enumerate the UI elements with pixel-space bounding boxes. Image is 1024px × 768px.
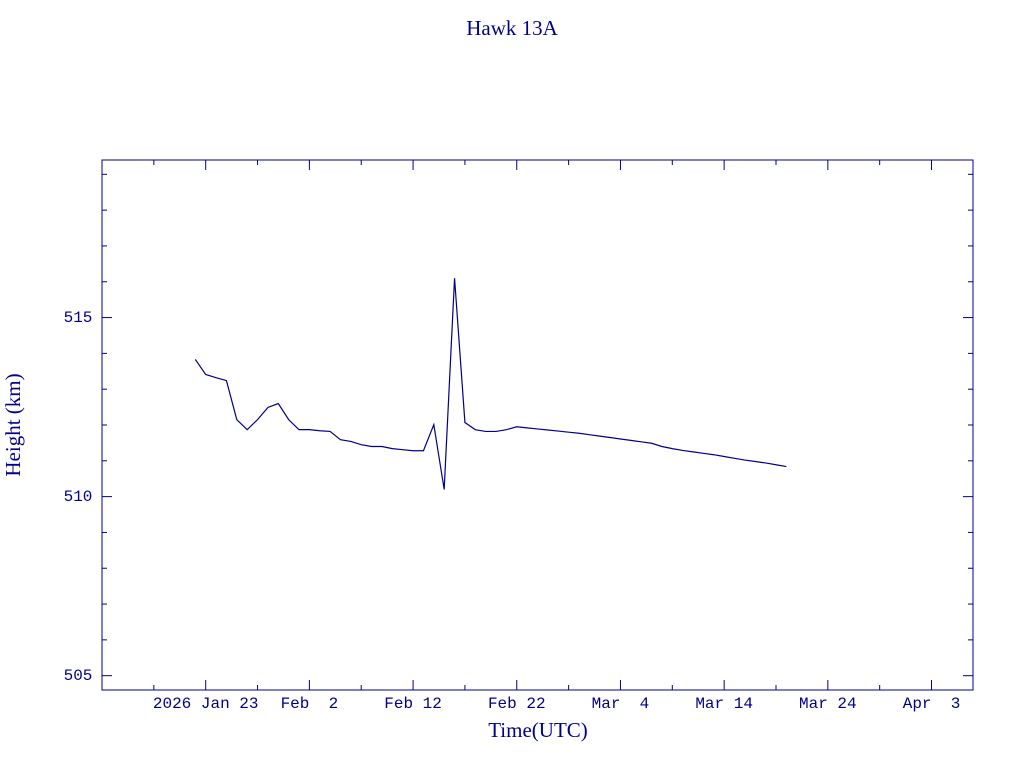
- x-tick-label: 2026 Jan 23: [153, 695, 259, 713]
- y-tick-label: 510: [64, 488, 93, 506]
- data-line: [194, 278, 787, 490]
- y-axis-label: Height (km): [1, 373, 25, 476]
- y-tick-label: 515: [64, 309, 93, 327]
- x-axis-label: Time(UTC): [488, 718, 588, 742]
- x-tick-label: Apr 3: [903, 695, 961, 713]
- x-tick-label: Mar 14: [695, 695, 753, 713]
- chart-title: Hawk 13A: [466, 16, 558, 40]
- y-tick-label: 505: [64, 667, 93, 685]
- plot-frame: [101, 159, 974, 691]
- x-tick-label: Feb 22: [488, 695, 546, 713]
- x-tick-label: Feb 2: [281, 695, 339, 713]
- x-tick-label: Mar 24: [799, 695, 857, 713]
- x-tick-label: Feb 12: [384, 695, 442, 713]
- x-tick-label: Mar 4: [592, 695, 650, 713]
